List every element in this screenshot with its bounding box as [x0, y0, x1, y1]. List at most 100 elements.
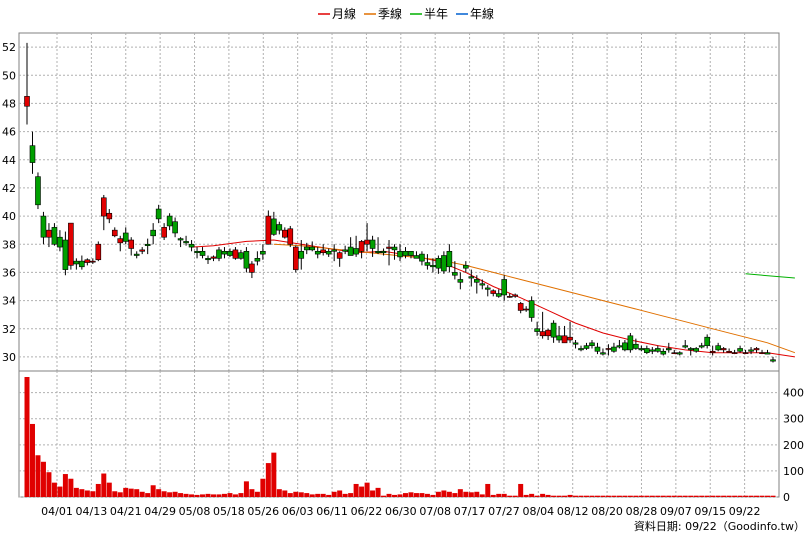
volume-bar	[254, 491, 260, 497]
candle-body	[51, 227, 58, 245]
candle-body	[539, 331, 546, 337]
volume-bar	[298, 492, 304, 497]
candle-body	[556, 335, 562, 341]
price-tick-label: 36	[2, 266, 16, 279]
candle-body	[435, 258, 442, 269]
price-tick-label: 46	[2, 126, 16, 139]
volume-bar	[485, 483, 491, 497]
volume-bar	[605, 495, 611, 497]
volume-bar	[545, 494, 551, 497]
volume-bar	[622, 495, 628, 497]
volume-bar	[446, 491, 452, 497]
candle-body	[216, 249, 222, 259]
volume-bar	[211, 494, 216, 497]
volume-bar	[496, 493, 502, 497]
volume-bar	[474, 491, 480, 497]
candle-body	[698, 345, 705, 348]
volume-bar	[342, 493, 348, 497]
x-tick-label: 09/07	[660, 505, 692, 518]
volume-bar	[320, 493, 326, 497]
candle-body	[111, 229, 118, 237]
candle-body	[57, 236, 63, 248]
candle-body	[600, 352, 606, 355]
volume-bar	[287, 493, 293, 497]
candle-body	[627, 335, 634, 351]
data-date-label: 資料日期: 09/22（Goodinfo.tw）	[634, 519, 805, 533]
volume-bar	[424, 493, 430, 497]
volume-bar	[600, 495, 606, 497]
volume-bar	[594, 495, 600, 497]
price-tick-label: 48	[2, 97, 16, 110]
volume-bar	[282, 490, 288, 497]
candle-body	[161, 227, 167, 238]
volume-bar	[463, 491, 469, 497]
candle-body	[325, 250, 332, 255]
candle-body	[386, 246, 392, 249]
candle-body	[633, 343, 639, 349]
candle-body	[517, 303, 524, 311]
candle-body	[35, 176, 41, 206]
volume-bar	[265, 463, 271, 497]
candle-body	[495, 293, 502, 297]
volume-bar	[331, 491, 337, 497]
candle-body	[561, 335, 568, 344]
volume-bar	[562, 495, 568, 497]
price-panel: 30 32 34 36 38 40 42 44 46 48 50 52	[2, 32, 796, 372]
x-tick-label: 09/22	[729, 505, 761, 518]
volume-bar	[534, 495, 540, 497]
candle-body	[605, 348, 612, 350]
volume-bar	[655, 495, 661, 497]
volume-bar	[732, 495, 738, 497]
candle-body	[177, 238, 184, 241]
volume-bar	[62, 474, 68, 497]
volume-plot-area	[18, 370, 780, 498]
volume-bar	[123, 487, 129, 497]
candle-body	[254, 258, 261, 262]
volume-bar	[167, 492, 173, 497]
x-tick-label: 06/30	[385, 505, 417, 518]
volume-bar	[309, 494, 315, 497]
volume-tick-label: 300	[783, 413, 804, 426]
candle-body	[117, 238, 124, 244]
candle-body	[441, 255, 447, 272]
candle-body	[282, 229, 288, 238]
candle-body	[753, 348, 760, 351]
volume-bar	[397, 494, 403, 497]
volume-bar	[134, 489, 140, 497]
volume-bar	[84, 490, 90, 497]
candle-body	[358, 241, 365, 252]
candle-body	[731, 352, 738, 354]
price-axis: 30 32 34 36 38 40 42 44 46 48 50 52	[2, 41, 16, 364]
volume-bar	[57, 486, 63, 497]
volume-bar	[754, 495, 760, 497]
candle-body	[347, 246, 354, 256]
candle-body	[687, 348, 694, 351]
volume-bar	[232, 494, 238, 497]
volume-bar	[721, 495, 727, 497]
candle-body	[742, 352, 749, 354]
volume-bar	[150, 485, 156, 497]
candle-body	[512, 294, 518, 297]
volume-bar	[68, 478, 74, 497]
volume-bar	[90, 491, 96, 497]
volume-bar	[688, 495, 694, 497]
moving-average-line	[745, 273, 795, 279]
candle-body	[73, 260, 80, 265]
volume-bar	[249, 489, 255, 497]
candle-body	[644, 348, 650, 353]
candle-body	[452, 272, 458, 276]
candle-body	[594, 346, 601, 352]
x-tick-label: 07/17	[454, 505, 486, 518]
volume-bar	[649, 495, 655, 497]
volume-bar	[304, 493, 310, 497]
x-tick-label: 07/27	[488, 505, 520, 518]
volume-bar	[699, 495, 705, 497]
candle-body	[353, 248, 359, 255]
volume-bar	[106, 482, 112, 497]
candle-body	[62, 239, 69, 270]
candle-body	[150, 229, 156, 237]
price-tick-label: 52	[2, 41, 16, 54]
moving-average-line	[273, 243, 796, 354]
candle-body	[188, 243, 195, 248]
candle-body	[309, 246, 316, 251]
